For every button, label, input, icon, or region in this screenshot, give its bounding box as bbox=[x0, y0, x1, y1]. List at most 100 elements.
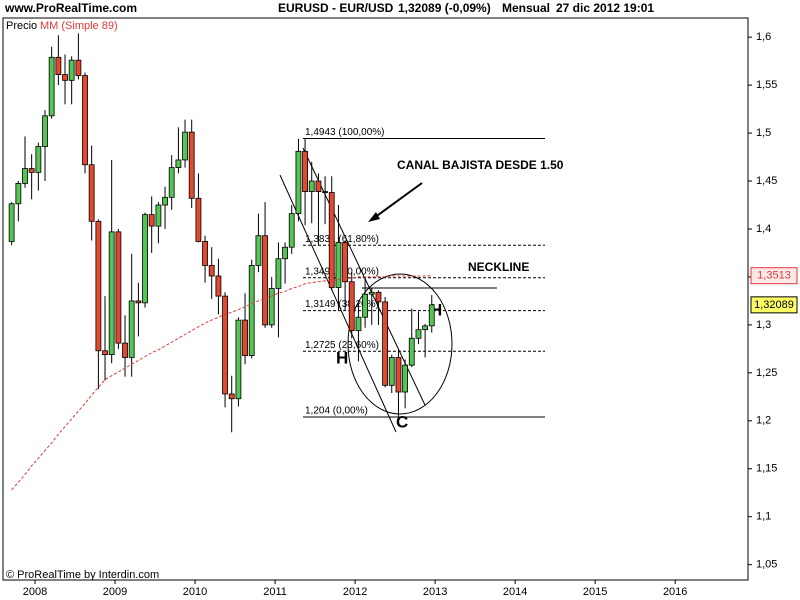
y-tick-label: 1,5 bbox=[756, 127, 771, 139]
candle-body bbox=[295, 150, 302, 215]
candle-body bbox=[135, 300, 142, 304]
candle-body bbox=[342, 242, 348, 283]
y-tick-label: 1,55 bbox=[756, 79, 777, 91]
header-symbol: EURUSD - EUR/USD bbox=[278, 1, 394, 15]
candle-body bbox=[115, 231, 122, 344]
y-tick-label: 1,15 bbox=[756, 463, 777, 475]
price-tag-label: 1,3513 bbox=[757, 270, 791, 282]
x-tick-label: 2016 bbox=[663, 586, 687, 598]
candle-body bbox=[48, 56, 55, 117]
x-tick-label: 2008 bbox=[23, 586, 47, 598]
x-tick-label: 2011 bbox=[263, 586, 287, 598]
legend-price: Precio bbox=[6, 20, 37, 32]
candle-body bbox=[388, 357, 395, 386]
candle-body bbox=[222, 295, 228, 395]
candle-body bbox=[88, 164, 95, 222]
x-tick-label: 2014 bbox=[503, 586, 527, 598]
candle-body bbox=[322, 191, 328, 193]
candle-body bbox=[42, 115, 48, 147]
annotation: NECKLINE bbox=[468, 260, 529, 274]
plot-area bbox=[2, 17, 749, 581]
candle-body bbox=[228, 393, 235, 400]
candle-body bbox=[255, 235, 262, 266]
y-tick-label: 1,4 bbox=[756, 223, 771, 235]
candle-body bbox=[422, 325, 429, 331]
candle-body bbox=[348, 281, 355, 332]
candle-body bbox=[22, 168, 28, 184]
annotation: H bbox=[336, 348, 348, 367]
header-period: Mensual bbox=[502, 1, 550, 15]
price-tag-label: 1,32089 bbox=[754, 299, 794, 311]
candle-body bbox=[362, 293, 368, 318]
candle-body bbox=[182, 131, 188, 161]
candle-body bbox=[382, 301, 389, 386]
y-tick-label: 1,25 bbox=[756, 367, 777, 379]
candle-body bbox=[8, 203, 15, 242]
annotation: CANAL BAJISTA DESDE 1.50 bbox=[397, 158, 564, 172]
candle-body bbox=[142, 214, 148, 304]
candle-body bbox=[355, 316, 362, 332]
y-tick-label: 1,45 bbox=[756, 175, 777, 187]
candle-body bbox=[215, 275, 222, 297]
annotation: C bbox=[396, 412, 408, 431]
candle-body bbox=[55, 56, 62, 75]
candle-body bbox=[148, 214, 155, 227]
x-tick-label: 2012 bbox=[343, 586, 367, 598]
y-tick-label: 1,3 bbox=[756, 319, 771, 331]
candle-body bbox=[108, 231, 115, 356]
candle-body bbox=[288, 213, 295, 248]
candle-body bbox=[262, 235, 268, 326]
arrow bbox=[373, 182, 423, 219]
candle-body bbox=[268, 288, 275, 326]
candle-body bbox=[102, 350, 108, 356]
fib-label: 1,4943 (100,00%) bbox=[305, 127, 385, 138]
candle-body bbox=[368, 291, 375, 295]
candle-body bbox=[75, 59, 82, 76]
candle-body bbox=[235, 319, 242, 400]
candle-body bbox=[162, 196, 168, 206]
candle-body bbox=[68, 59, 75, 81]
candle-body bbox=[415, 329, 422, 339]
moving-average bbox=[11, 275, 432, 491]
candle-body bbox=[35, 146, 42, 173]
legend-ma: MM (Simple 89) bbox=[40, 20, 118, 32]
candle-body bbox=[428, 304, 435, 327]
price-tag bbox=[750, 296, 798, 314]
circle bbox=[347, 273, 453, 415]
candle-body bbox=[335, 242, 342, 288]
y-tick-label: 1,05 bbox=[756, 559, 777, 571]
x-tick-label: 2010 bbox=[183, 586, 207, 598]
fib-label: 1,3149 (38,20%) bbox=[305, 299, 379, 310]
candle-body bbox=[208, 265, 215, 277]
candle-body bbox=[28, 168, 35, 173]
fib-label: 1,3831 (61,80%) bbox=[305, 234, 379, 245]
candle-body bbox=[188, 131, 195, 199]
candle-body bbox=[315, 180, 322, 192]
fib-label: 1,204 (0,00%) bbox=[305, 406, 368, 417]
header-price: 1,32089 (-0,09%) bbox=[398, 1, 491, 15]
candle-body bbox=[248, 265, 255, 356]
candle-body bbox=[128, 300, 135, 358]
y-tick-label: 1,1 bbox=[756, 511, 771, 523]
candle-body bbox=[168, 167, 175, 198]
fib-label: 1,2725 (23,60%) bbox=[305, 340, 379, 351]
candle-body bbox=[402, 364, 409, 393]
x-tick-label: 2009 bbox=[103, 586, 127, 598]
footer: © ProRealTime by Interdin.com bbox=[6, 569, 159, 581]
candle-body bbox=[308, 180, 315, 192]
candle-body bbox=[275, 258, 282, 289]
candle-body bbox=[15, 183, 22, 205]
candle-body bbox=[95, 220, 102, 352]
candle-body bbox=[302, 150, 308, 192]
candle-body bbox=[395, 357, 402, 393]
x-tick-label: 2013 bbox=[423, 586, 447, 598]
candle-body bbox=[122, 342, 128, 358]
candle-body bbox=[408, 337, 415, 366]
price-tag bbox=[750, 267, 798, 285]
header-date: 27 dic 2012 19:01 bbox=[556, 1, 654, 15]
candle-body bbox=[82, 75, 88, 166]
candle-body bbox=[195, 197, 202, 242]
candle-body bbox=[375, 291, 382, 303]
